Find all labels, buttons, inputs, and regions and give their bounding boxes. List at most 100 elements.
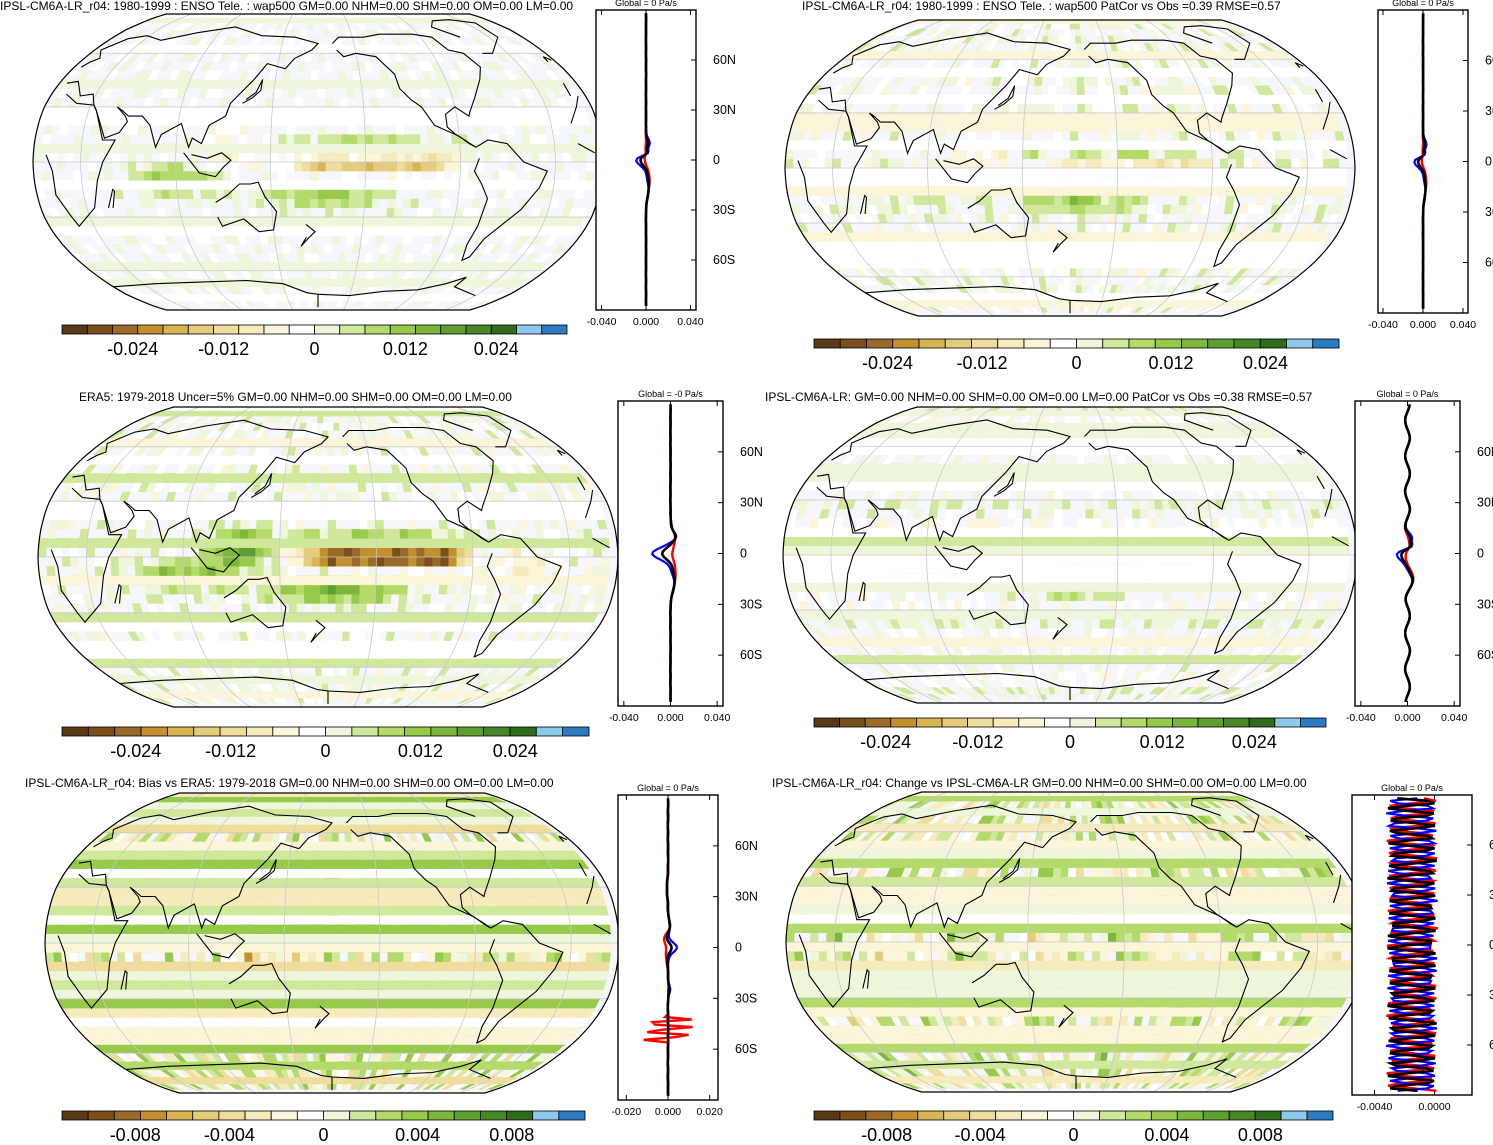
- colorbar-swatch: [916, 717, 943, 728]
- zonal-lat-label: 60N: [740, 445, 763, 459]
- coast-madagascar: [858, 581, 866, 602]
- colorbar-swatch: [1197, 717, 1225, 728]
- coast-uk: [1294, 62, 1304, 69]
- colorbar-label: -0.012: [205, 741, 256, 761]
- field-model-patcor: [785, 20, 1348, 313]
- coast-africa: [592, 537, 610, 549]
- coast-uk: [1304, 834, 1314, 841]
- coast-africa: [45, 93, 117, 228]
- colorbar-swatch: [1125, 1110, 1152, 1121]
- zonal-xtick-label: 0.000: [633, 316, 659, 328]
- colorbar-swatch: [465, 324, 492, 335]
- coast-japan: [255, 859, 277, 884]
- zonal-lat-label: 0: [1485, 155, 1492, 169]
- colorbar-swatch: [892, 338, 920, 349]
- coast-greenland: [1183, 25, 1251, 60]
- colorbar-swatch: [218, 1110, 246, 1121]
- colorbar-swatch: [1049, 338, 1077, 349]
- zonal-lat-label: 30N: [740, 496, 763, 510]
- colorbar-label: 0.008: [1238, 1125, 1283, 1145]
- coast-samerica: [1212, 145, 1301, 268]
- colorbar-label: -0.008: [110, 1125, 161, 1145]
- colorbar-swatch: [453, 1110, 481, 1121]
- coast-africa: [577, 143, 595, 154]
- colorbar-swatch: [490, 324, 517, 335]
- coast-namerica: [346, 812, 497, 929]
- zonal-plot-model-patcor: Global = 0 Pa/s -0.040 0.000 0.040 60N 30N 0 30…: [1368, 0, 1493, 331]
- colorbar-swatch: [114, 726, 142, 737]
- colorbar-swatch: [839, 717, 866, 728]
- colorbar-label: 0.024: [493, 741, 538, 761]
- zonal-xtick-label: -0.020: [611, 1106, 641, 1118]
- colorbar-label: 0.024: [474, 339, 519, 359]
- coast-africa: [586, 875, 595, 905]
- colorbar-swatch: [1120, 717, 1148, 728]
- panel-title: IPSL-CM6A-LR: GM=0.00 NHM=0.00 SHM=0.00 …: [765, 390, 1313, 404]
- colorbar-label: 0: [318, 1125, 328, 1145]
- colorbar-swatch: [562, 726, 590, 737]
- coast-australia: [215, 181, 278, 233]
- colorbar-swatch: [349, 1110, 377, 1121]
- colorbar-swatch: [813, 717, 841, 728]
- colorbar-label: 0: [309, 339, 319, 359]
- zonal-lat-label: 30N: [1477, 496, 1493, 510]
- colorbar-swatch: [87, 1110, 115, 1121]
- coast-uk: [1296, 449, 1306, 456]
- coast-uk: [556, 449, 566, 456]
- colorbar-swatch: [427, 1110, 455, 1121]
- colorbar-label: -0.004: [955, 1125, 1006, 1145]
- colorbar-swatch: [971, 338, 999, 349]
- colorbar-swatch: [339, 324, 366, 335]
- zonal-xtick-label: 0.0000: [1418, 1101, 1450, 1113]
- graticule: [38, 407, 618, 707]
- colorbar-swatch: [1018, 717, 1045, 728]
- coast-greenland: [1183, 412, 1252, 447]
- coast-madagascar: [107, 188, 116, 209]
- coast-eurasia: [578, 862, 587, 877]
- colorbar-swatch: [272, 726, 300, 737]
- zonal-lat-label: 30N: [1485, 104, 1493, 118]
- zonal-xtick-label: 0.000: [655, 1106, 681, 1118]
- colorbar-swatch: [377, 726, 405, 737]
- colorbar-swatch: [270, 1110, 298, 1121]
- colorbar-swatch: [541, 324, 568, 335]
- colorbar-swatch: [244, 1110, 272, 1121]
- zonal-lat-label: 0: [1477, 547, 1484, 561]
- colorbar-label: 0: [320, 741, 330, 761]
- colorbar-swatch: [1202, 1110, 1230, 1121]
- colorbar-swatch: [890, 717, 917, 728]
- zonal-xtick-label: 0.040: [1450, 319, 1476, 331]
- colorbar-swatch: [479, 1110, 507, 1121]
- colorbar-swatch: [219, 726, 247, 737]
- coastlines: [795, 412, 1349, 701]
- colorbar-swatch: [314, 324, 341, 335]
- coastlines: [797, 25, 1347, 314]
- colorbar-swatch: [351, 726, 379, 737]
- coast-uk: [558, 835, 568, 842]
- map-change: [785, 791, 1367, 1093]
- coast-greenland: [1191, 797, 1260, 833]
- zonal-xtick-label: 0.040: [704, 712, 730, 724]
- colorbar-swatch: [325, 726, 353, 737]
- zonal-series-line: [665, 798, 673, 1096]
- colorbar-label: 0.004: [1144, 1125, 1189, 1145]
- colorbar-1: -0.024 -0.012 0 0.012 0.024: [813, 338, 1340, 373]
- coast-australia: [967, 187, 1030, 239]
- colorbar-swatch: [192, 1110, 220, 1121]
- coast-eurasia: [817, 419, 1072, 542]
- colorbar-2: -0.024 -0.012 0 0.012 0.024: [61, 726, 590, 761]
- zonal-xtick-label: -0.040: [587, 316, 617, 328]
- colorbar-swatch: [1069, 717, 1097, 728]
- field-bias: [45, 793, 612, 1090]
- colorbar-swatch: [1176, 1110, 1204, 1121]
- colorbar-swatch: [166, 726, 195, 737]
- coast-japan: [994, 85, 1016, 110]
- coastlines: [57, 798, 611, 1091]
- colorbar-swatch: [483, 726, 511, 737]
- colorbar-swatch: [839, 338, 867, 349]
- zonal-lat-label: 60S: [713, 253, 735, 267]
- colorbar-swatch: [1312, 338, 1340, 349]
- coast-namerica: [1083, 39, 1233, 154]
- zonal-xtick-label: -0.040: [1346, 712, 1376, 724]
